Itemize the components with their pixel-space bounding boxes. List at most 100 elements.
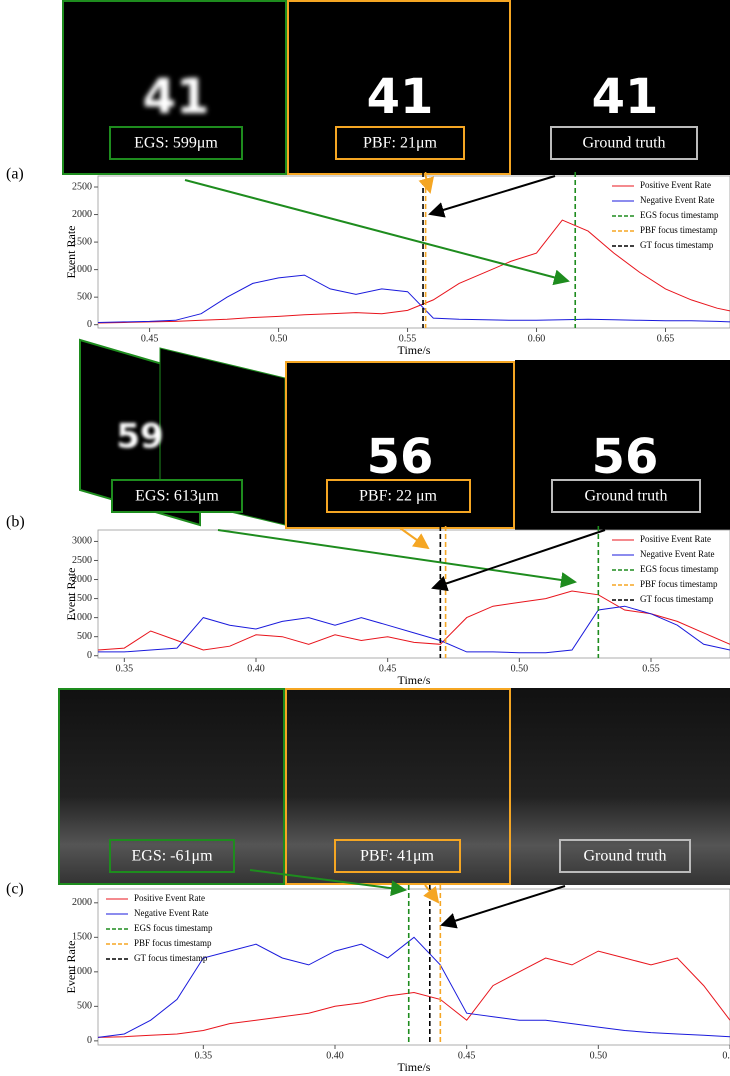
legend-label: PBF focus timestamp xyxy=(640,225,718,235)
legend-label: Negative Event Rate xyxy=(134,908,208,918)
x-axis-label: Time/s xyxy=(398,1060,431,1071)
y-tick-label: 2500 xyxy=(72,181,92,192)
panel-label: (b) xyxy=(6,514,25,531)
image-caption: EGS: 599μm xyxy=(134,135,218,152)
legend-label: GT focus timestamp xyxy=(640,240,714,250)
panel-label: (a) xyxy=(6,166,24,183)
x-tick-label: 0.55 xyxy=(642,663,660,674)
y-tick-label: 3000 xyxy=(72,536,92,547)
x-tick-label: 0.45 xyxy=(458,1050,476,1061)
plot-frame xyxy=(97,175,730,329)
image-digit: 41 xyxy=(367,69,434,125)
y-axis-label: Event Rate xyxy=(64,941,78,994)
x-tick-label: 0.50 xyxy=(270,333,288,344)
y-tick-label: 1500 xyxy=(72,932,92,943)
y-axis-label: Event Rate xyxy=(64,568,78,621)
image-caption: Ground truth xyxy=(582,135,665,152)
image-frame xyxy=(285,688,511,885)
x-tick-label: 0.50 xyxy=(590,1050,608,1061)
image-caption: Ground truth xyxy=(584,488,667,505)
x-tick-label: 0.35 xyxy=(195,1050,213,1061)
x-tick-label: 0.45 xyxy=(141,333,159,344)
image-frame xyxy=(511,688,730,885)
arrow xyxy=(428,175,556,218)
x-tick-label: 0.60 xyxy=(528,333,546,344)
image-frame xyxy=(515,360,730,530)
y-tick-label: 0 xyxy=(87,1035,92,1046)
image-frame xyxy=(511,0,730,175)
image-caption: Ground truth xyxy=(583,848,666,865)
legend-label: EGS focus timestamp xyxy=(640,564,719,574)
image-caption: EGS: -61μm xyxy=(131,848,213,865)
caption-box xyxy=(335,126,465,160)
y-tick-label: 1000 xyxy=(72,966,92,977)
y-tick-label: 1500 xyxy=(72,593,92,604)
image-digit: 56 xyxy=(592,429,659,485)
panel-a-images: 41 41 41 EGS: 599μm PBF: 21μm Ground tru… xyxy=(6,0,730,183)
arrow xyxy=(184,179,570,286)
caption-box xyxy=(550,126,698,160)
image-caption: EGS: 613μm xyxy=(135,488,219,505)
image-frame xyxy=(287,0,511,175)
arrows xyxy=(184,173,606,929)
legend-label: Positive Event Rate xyxy=(640,180,711,190)
y-tick-label: 1500 xyxy=(72,236,92,247)
image-frame xyxy=(62,0,287,175)
x-tick-label: 0.55 xyxy=(399,333,417,344)
x-axis-label: Time/s xyxy=(398,343,431,357)
image-digit: 59 xyxy=(116,417,163,457)
arrow xyxy=(399,527,430,550)
y-tick-label: 500 xyxy=(77,291,92,302)
image-caption: PBF: 22 μm xyxy=(359,488,437,505)
legend-label: EGS focus timestamp xyxy=(134,923,213,933)
panel-c-images: EGS: -61μm PBF: 41μm Ground truth (c) xyxy=(6,688,730,898)
panel-label: (c) xyxy=(6,881,24,898)
legend-label: GT focus timestamp xyxy=(134,953,208,963)
image-digit: 41 xyxy=(592,69,659,125)
x-tick-label: 0.65 xyxy=(657,333,675,344)
y-tick-label: 500 xyxy=(77,631,92,642)
series-line xyxy=(97,936,730,1038)
charts: 0 500 1000 1500 2000 2500 0.45 0.50 0.55 0.60 0.65… xyxy=(64,172,730,1074)
y-tick-label: 1000 xyxy=(72,612,92,623)
arrow xyxy=(249,869,407,897)
y-tick-label: 1000 xyxy=(72,264,92,275)
image-caption: PBF: 41μm xyxy=(360,848,434,865)
arrow xyxy=(440,885,566,929)
image-caption: PBF: 21μm xyxy=(363,135,437,152)
plot-frame xyxy=(97,529,730,659)
legend-label: EGS focus timestamp xyxy=(640,210,719,220)
arrow xyxy=(423,884,440,904)
caption-box xyxy=(111,479,243,513)
series-line xyxy=(97,590,730,651)
image-digit: 56 xyxy=(367,429,434,485)
series-line xyxy=(98,605,730,654)
legend-label: PBF focus timestamp xyxy=(134,938,212,948)
series-line xyxy=(97,219,730,324)
panel-b-images: 59 56 56 EGS: 613μm PBF: 22 μm Ground tr… xyxy=(6,338,730,531)
caption-box xyxy=(559,839,691,873)
x-tick-label: 0.40 xyxy=(326,1050,344,1061)
y-tick-label: 2500 xyxy=(72,555,92,566)
legend-label: Positive Event Rate xyxy=(134,893,205,903)
caption-box xyxy=(109,839,235,873)
y-tick-label: 2000 xyxy=(72,209,92,220)
caption-box xyxy=(326,479,471,513)
x-axis-label: Time/s xyxy=(398,673,431,687)
x-tick-label: 0.40 xyxy=(247,663,265,674)
series-line xyxy=(97,950,730,1038)
y-tick-label: 2000 xyxy=(72,897,92,908)
x-tick-label: 0.45 xyxy=(379,663,397,674)
y-tick-label: 2000 xyxy=(72,574,92,585)
x-tick-label: 0.35 xyxy=(116,663,134,674)
legend-label: Negative Event Rate xyxy=(640,195,714,205)
legend-label: GT focus timestamp xyxy=(640,594,714,604)
y-tick-label: 500 xyxy=(77,1001,92,1012)
x-tick-label: 0.50 xyxy=(511,663,529,674)
y-axis-label: Event Rate xyxy=(64,226,78,279)
arrow xyxy=(217,529,577,588)
caption-box xyxy=(551,479,701,513)
image-frame xyxy=(285,361,515,529)
